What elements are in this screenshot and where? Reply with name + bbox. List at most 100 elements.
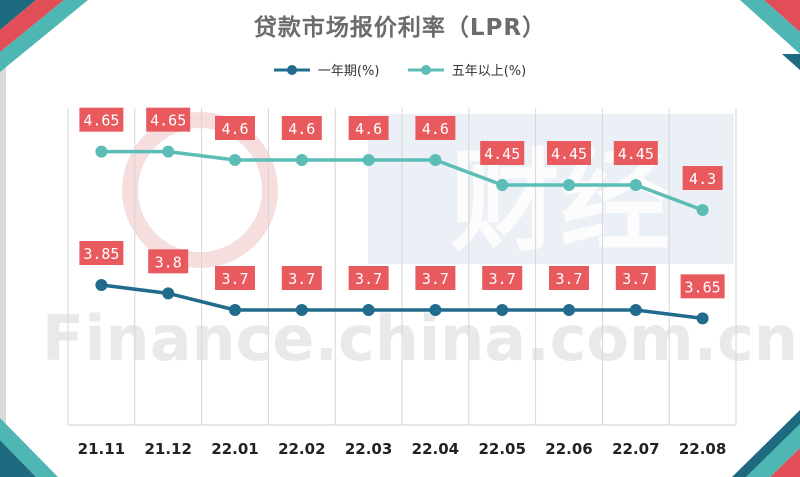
- data-label-text: 3.7: [622, 270, 649, 288]
- data-label-1: 4.6: [281, 116, 322, 140]
- data-label-text: 3.8: [155, 253, 182, 271]
- data-label-box: [615, 266, 656, 290]
- x-tick-label: 22.01: [211, 440, 258, 458]
- data-point: [496, 304, 509, 316]
- data-label-box: [79, 107, 124, 132]
- data-label-box: [415, 266, 456, 290]
- legend-item-five-year: 五年以上(%): [407, 60, 526, 79]
- data-label-box: [215, 266, 255, 290]
- data-label-1: 4.65: [79, 107, 124, 132]
- data-point: [362, 154, 375, 166]
- data-label-0: 3.8: [148, 249, 189, 274]
- data-label-text: 4.6: [355, 120, 382, 138]
- data-label-1: 4.45: [613, 141, 658, 165]
- data-label-box: [547, 141, 591, 165]
- data-label-box: [79, 241, 124, 265]
- data-label-text: 4.6: [221, 120, 248, 138]
- data-point: [429, 154, 442, 166]
- data-label-text: 4.45: [484, 145, 520, 163]
- corner-bottom-left-teal: [0, 418, 58, 477]
- legend-swatch-one-year: [273, 64, 310, 75]
- data-label-text: 3.7: [422, 270, 449, 288]
- data-label-0: 3.7: [215, 266, 255, 290]
- data-label-text: 3.85: [83, 245, 119, 263]
- x-tick-label: 22.03: [345, 440, 392, 458]
- data-label-box: [281, 116, 322, 140]
- data-label-box: [682, 166, 723, 190]
- data-label-0: 3.7: [348, 266, 389, 290]
- legend-swatch-five-year: [407, 64, 444, 75]
- legend-label-one-year: 一年期(%): [317, 64, 380, 79]
- data-label-box: [348, 266, 389, 290]
- data-point: [629, 304, 642, 316]
- data-label-text: 4.6: [288, 120, 315, 138]
- data-label-box: [415, 116, 456, 140]
- data-label-1: 4.45: [480, 141, 525, 165]
- legend: 一年期(%) 五年以上(%): [0, 60, 800, 79]
- data-label-1: 4.6: [348, 116, 389, 140]
- chart-title: 贷款市场报价利率（LPR）: [253, 15, 547, 41]
- x-tick-label: 22.08: [679, 440, 726, 458]
- data-label-0: 3.7: [615, 266, 656, 290]
- data-point: [429, 304, 442, 316]
- x-tick-label: 21.12: [144, 440, 191, 458]
- data-label-text: 4.45: [618, 145, 654, 163]
- data-label-0: 3.7: [281, 266, 322, 290]
- data-label-1: 4.45: [547, 141, 591, 165]
- data-point: [362, 304, 375, 316]
- data-label-text: 4.65: [83, 112, 119, 130]
- x-tick-label: 21.11: [78, 440, 125, 458]
- data-point: [95, 279, 108, 291]
- data-label-box: [613, 141, 658, 165]
- data-label-box: [281, 266, 322, 290]
- data-label-1: 4.6: [415, 116, 456, 140]
- x-tick-label: 22.05: [478, 440, 525, 458]
- watermark-text: Finance.china.com.cn: [42, 302, 798, 375]
- data-label-1: 4.6: [215, 116, 255, 140]
- corner-top-right-dark: [782, 54, 800, 70]
- corner-top-right-teal: [740, 0, 800, 54]
- corner-top-left-teal: [0, 0, 88, 72]
- data-label-text: 3.65: [685, 278, 721, 296]
- data-label-box: [680, 274, 725, 299]
- data-label-text: 4.45: [551, 145, 587, 163]
- data-label-text: 3.7: [221, 270, 248, 288]
- series-line-0: [101, 283, 703, 321]
- data-label-1: 4.65: [146, 107, 191, 132]
- data-label-text: 3.7: [555, 270, 582, 288]
- data-label-0: 3.85: [79, 241, 124, 265]
- data-label-box: [215, 116, 255, 140]
- data-label-text: 3.7: [355, 270, 382, 288]
- data-label-box: [348, 116, 389, 140]
- data-point: [229, 154, 241, 166]
- x-tick-label: 22.07: [612, 440, 659, 458]
- data-label-box: [480, 141, 525, 165]
- data-label-0: 3.65: [680, 274, 725, 299]
- data-point: [95, 145, 108, 158]
- data-label-text: 4.6: [422, 120, 449, 138]
- data-point: [696, 312, 709, 325]
- data-point: [629, 179, 642, 191]
- watermark-logo-ring: [122, 112, 278, 268]
- data-point: [162, 287, 175, 300]
- data-label-text: 3.7: [288, 270, 315, 288]
- data-point: [563, 179, 575, 191]
- data-point: [295, 154, 308, 166]
- data-label-text: 4.3: [689, 170, 716, 188]
- data-point: [563, 304, 575, 316]
- data-label-box: [549, 266, 589, 290]
- data-label-box: [148, 249, 189, 274]
- legend-item-one-year: 一年期(%): [273, 60, 380, 79]
- data-label-text: 3.7: [489, 270, 516, 288]
- corner-bottom-right-dark: [732, 410, 800, 477]
- data-point: [496, 179, 509, 191]
- data-point: [696, 204, 709, 216]
- data-point: [295, 304, 308, 316]
- data-label-1: 4.3: [682, 166, 723, 190]
- data-point: [229, 304, 241, 316]
- data-label-0: 3.7: [415, 266, 456, 290]
- x-tick-label: 22.02: [278, 440, 325, 458]
- x-tick-label: 22.06: [545, 440, 592, 458]
